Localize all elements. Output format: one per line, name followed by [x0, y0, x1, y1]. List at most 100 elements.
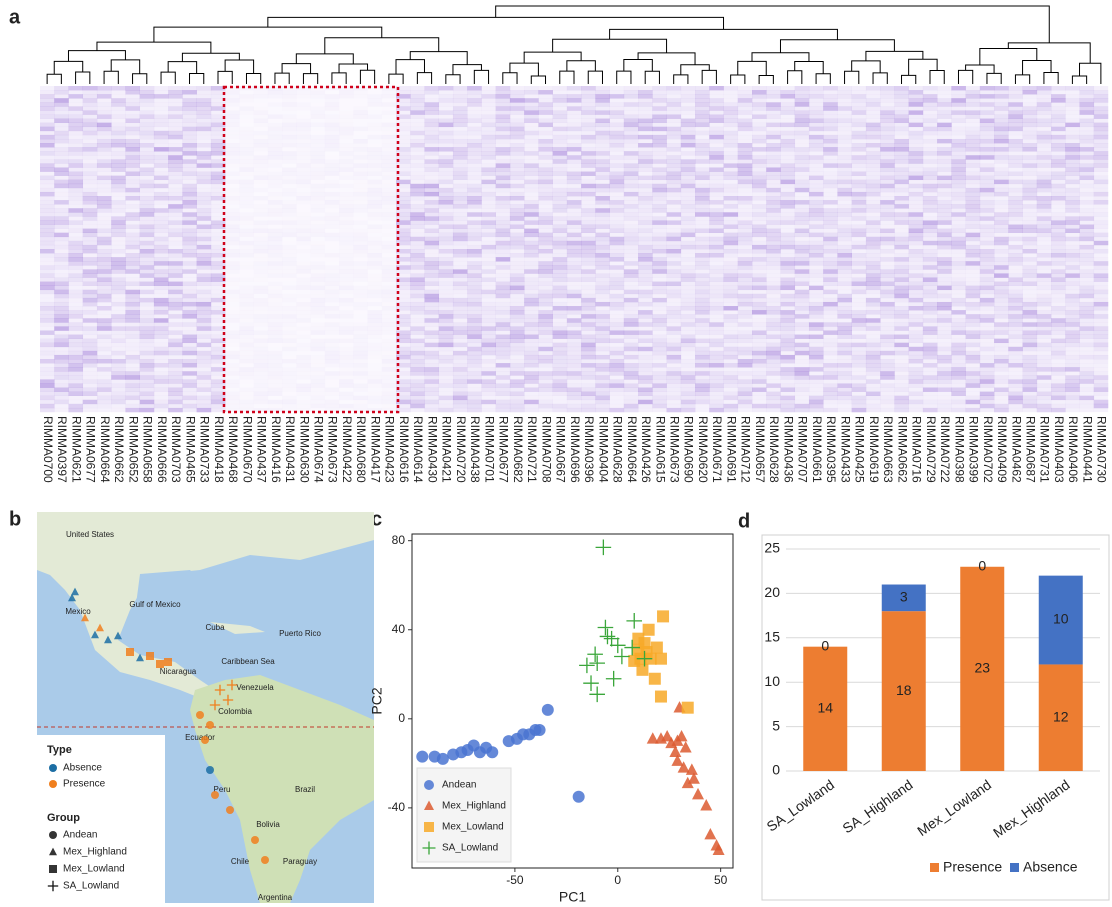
heatmap-cell	[681, 400, 696, 404]
heatmap-cell	[424, 269, 439, 273]
heatmap-cell	[54, 98, 69, 102]
heatmap-cell	[866, 408, 881, 412]
heatmap-cell	[624, 192, 639, 196]
heatmap-cell	[894, 379, 909, 383]
heatmap-cell	[410, 400, 425, 404]
heatmap-cell	[424, 200, 439, 204]
heatmap-cell	[780, 261, 795, 265]
heatmap-cell	[439, 302, 454, 306]
heatmap-cell	[780, 131, 795, 135]
heatmap-cell	[567, 383, 582, 387]
heatmap-cell	[382, 388, 397, 392]
heatmap-cell	[595, 286, 610, 290]
heatmap-cell	[239, 298, 254, 302]
heatmap-cell	[652, 147, 667, 151]
heatmap-cell	[581, 163, 596, 167]
heatmap-cell	[424, 375, 439, 379]
heatmap-cell	[311, 155, 326, 159]
heatmap-cell	[795, 404, 810, 408]
heatmap-cell	[410, 131, 425, 135]
heatmap-cell	[353, 388, 368, 392]
heatmap-cell	[254, 339, 269, 343]
heatmap-cell	[453, 143, 468, 147]
heatmap-cell	[894, 241, 909, 245]
heatmap-cell	[439, 375, 454, 379]
heatmap-cell	[197, 298, 212, 302]
heatmap-cell	[880, 278, 895, 282]
heatmap-cell	[538, 343, 553, 347]
heatmap-cell	[738, 200, 753, 204]
heatmap-cell	[225, 212, 240, 216]
heatmap-cell	[40, 355, 55, 359]
heatmap-cell	[595, 359, 610, 363]
heatmap-cell	[624, 298, 639, 302]
heatmap-cell	[709, 351, 724, 355]
heatmap-cell	[610, 216, 625, 220]
heatmap-cell	[581, 119, 596, 123]
heatmap-cell	[752, 139, 767, 143]
heatmap-cell	[681, 131, 696, 135]
heatmap-cell	[738, 371, 753, 375]
heatmap-cell	[254, 347, 269, 351]
heatmap-cell	[54, 192, 69, 196]
heatmap-cell	[111, 322, 126, 326]
heatmap-cell	[809, 367, 824, 371]
heatmap-cell	[339, 98, 354, 102]
heatmap-cell	[111, 392, 126, 396]
heatmap-cell	[766, 351, 781, 355]
heatmap-cell	[154, 159, 169, 163]
heatmap-cell	[467, 367, 482, 371]
heatmap-cell	[168, 363, 183, 367]
heatmap-cell	[83, 261, 98, 265]
heatmap-cell	[467, 282, 482, 286]
heatmap-cell	[481, 335, 496, 339]
heatmap-cell	[894, 192, 909, 196]
heatmap-cell	[239, 86, 254, 90]
heatmap-cell	[709, 229, 724, 233]
heatmap-cell	[182, 237, 197, 241]
heatmap-cell	[282, 147, 297, 151]
heatmap-cell	[667, 314, 682, 318]
heatmap-cell	[54, 351, 69, 355]
heatmap-cell	[695, 192, 710, 196]
heatmap-cell	[809, 196, 824, 200]
heatmap-cell	[68, 135, 83, 139]
heatmap-cell	[40, 216, 55, 220]
heatmap-cell	[852, 168, 867, 172]
heatmap-cell	[325, 115, 340, 119]
heatmap-cell	[382, 347, 397, 351]
heatmap-cell	[311, 306, 326, 310]
heatmap-cell	[709, 298, 724, 302]
heatmap-cell	[125, 310, 140, 314]
heatmap-cell	[496, 388, 511, 392]
heatmap-cell	[97, 318, 112, 322]
heatmap-cell	[595, 233, 610, 237]
heatmap-cell	[581, 355, 596, 359]
heatmap-cell	[538, 184, 553, 188]
heatmap-cell	[538, 339, 553, 343]
heatmap-cell	[453, 383, 468, 387]
heatmap-cell	[353, 286, 368, 290]
heatmap-cell	[595, 94, 610, 98]
heatmap-cell	[766, 355, 781, 359]
heatmap-cell	[154, 127, 169, 131]
heatmap-cell	[54, 331, 69, 335]
heatmap-cell	[197, 123, 212, 127]
heatmap-cell	[823, 163, 838, 167]
heatmap-cell	[125, 314, 140, 318]
heatmap-cell	[595, 184, 610, 188]
heatmap-cell	[538, 388, 553, 392]
heatmap-cell	[339, 339, 354, 343]
heatmap-cell	[624, 159, 639, 163]
heatmap-cell	[268, 139, 283, 143]
heatmap-cell	[752, 404, 767, 408]
heatmap-cell	[510, 335, 525, 339]
heatmap-cell	[125, 172, 140, 176]
heatmap-cell	[140, 172, 155, 176]
heatmap-cell	[97, 229, 112, 233]
heatmap-cell	[624, 94, 639, 98]
heatmap-cell	[154, 151, 169, 155]
heatmap-cell	[125, 168, 140, 172]
heatmap-cell	[311, 351, 326, 355]
heatmap-cell	[54, 326, 69, 330]
